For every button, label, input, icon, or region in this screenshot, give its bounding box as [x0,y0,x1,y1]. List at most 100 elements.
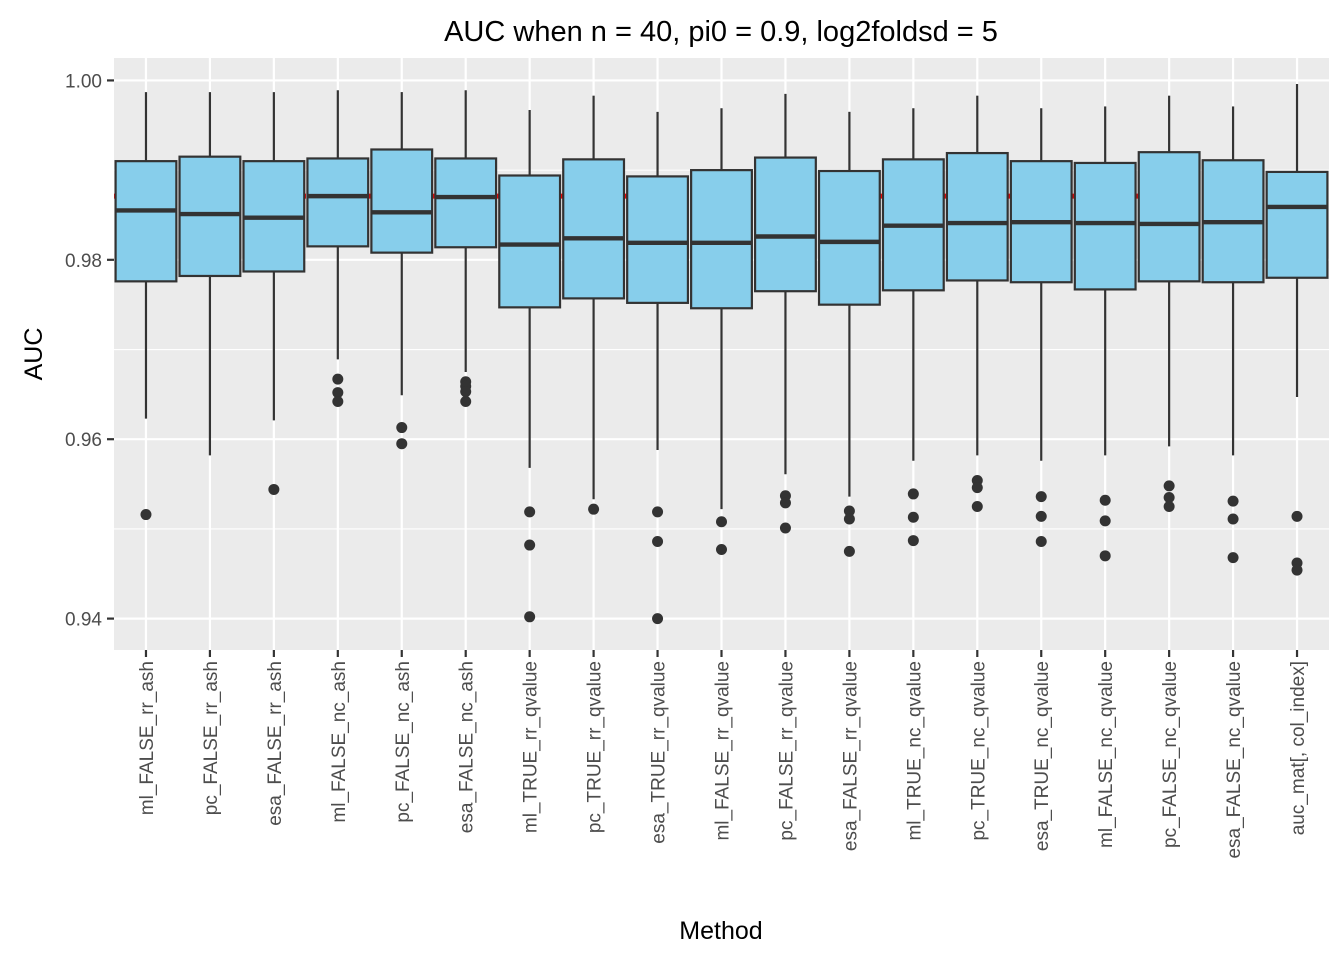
box-ml_FALSE_rr_ash [114,92,178,521]
box-iqr [306,157,370,248]
box-ml_TRUE_nc_qvalue [881,108,945,547]
outlier-point [716,544,727,556]
x-tick-label: ml_FALSE_rr_ash [137,661,158,815]
x-tick-label: esa_TRUE_nc_qvalue [1032,661,1053,851]
outlier-point [1035,535,1047,547]
boxplot-layer [114,84,1329,625]
outlier-point [1291,564,1303,576]
x-tick-label: pc_FALSE_rr_qvalue [776,661,797,841]
outlier-point [907,488,919,500]
y-tick-label: 0.98 [65,251,102,272]
x-tick-label: esa_FALSE_rr_qvalue [840,661,861,851]
outlier-point [779,522,791,534]
box-pc_FALSE_nc_ash [370,92,434,450]
outlier-point [652,535,664,547]
y-axis: 0.94 0.96 0.98 1.00 [65,71,114,631]
x-tick-label: ml_TRUE_rr_qvalue [521,661,542,833]
x-tick-label: auc_mat[, col_index] [1288,661,1309,835]
box-iqr [562,158,626,300]
box-iqr [370,148,434,254]
outlier-point [460,396,472,408]
box-ml_FALSE_nc_ash [306,90,370,408]
x-tick-label: pc_FALSE_nc_qvalue [1160,661,1181,848]
box-pc_FALSE_nc_qvalue [1137,95,1201,512]
x-tick-label: ml_FALSE_nc_ash [329,661,350,823]
y-tick-label: 0.96 [65,430,102,451]
x-tick-label: ml_TRUE_nc_qvalue [904,661,925,841]
outlier-point [396,438,408,450]
box-esa_TRUE_rr_qvalue [626,111,690,625]
x-tick-label: esa_FALSE_rr_ash [265,661,286,826]
box-iqr [498,174,562,309]
box-iqr [626,175,690,304]
outlier-point [907,535,919,547]
outlier-point [907,511,919,523]
outlier-point [716,516,727,528]
outlier-point [268,483,280,495]
outlier-point [1291,510,1303,522]
y-tick-label: 0.94 [65,610,102,631]
outlier-point [332,373,344,385]
x-tick-label: pc_TRUE_nc_qvalue [968,661,989,841]
outlier-point [460,386,472,398]
outlier-point [1227,513,1239,525]
x-tick-label: pc_FALSE_rr_ash [201,661,222,815]
box-pc_FALSE_rr_qvalue [753,93,817,534]
box-iqr [817,169,881,306]
box-pc_FALSE_rr_ash [178,92,242,456]
outlier-point [652,506,664,518]
x-tick-label: esa_FALSE_nc_ash [457,661,478,833]
box-iqr [945,151,1009,282]
box-iqr [753,156,817,293]
outlier-point [1035,491,1047,503]
box-iqr [434,157,498,249]
x-tick-label: ml_FALSE_rr_qvalue [713,661,734,841]
outlier-point [1099,494,1111,506]
box-iqr [1137,151,1201,283]
box-esa_FALSE_rr_qvalue [817,111,881,557]
x-axis: ml_FALSE_rr_ash pc_FALSE_rr_ash esa_FALSE_… [137,650,1309,859]
outlier-point [652,613,664,625]
x-axis-title: Method [679,917,762,945]
box-iqr [178,155,242,278]
y-axis-title: AUC [20,328,48,381]
outlier-point [1035,510,1047,522]
box-iqr [1265,170,1329,279]
x-tick-label: pc_TRUE_rr_qvalue [585,661,606,833]
outlier-point [1163,480,1175,492]
y-tick-label: 1.00 [65,71,102,92]
outlier-point [588,503,600,515]
outlier-point [332,387,344,399]
outlier-point [1163,500,1175,512]
outlier-point [1227,552,1239,564]
box-esa_FALSE_nc_ash [434,90,498,408]
box-esa_FALSE_nc_qvalue [1201,106,1265,564]
outlier-point [779,497,791,509]
outlier-point [1099,515,1111,527]
box-esa_TRUE_nc_qvalue [1009,108,1073,547]
box-esa_FALSE_rr_ash [242,92,306,495]
outlier-point [332,396,344,408]
x-tick-label: esa_FALSE_nc_qvalue [1224,661,1245,859]
outlier-point [396,422,408,434]
outlier-point [971,500,983,512]
box-iqr [690,169,753,310]
x-tick-label: pc_FALSE_nc_ash [393,661,414,823]
outlier-point [1163,492,1175,504]
outlier-point [140,509,152,521]
box-ml_FALSE_nc_qvalue [1073,106,1137,562]
box-ml_TRUE_rr_qvalue [498,110,562,623]
x-tick-label: ml_FALSE_nc_qvalue [1096,661,1117,848]
chart-title: AUC when n = 40, pi0 = 0.9, log2foldsd =… [444,16,998,48]
box-iqr [114,160,178,283]
outlier-point [1227,495,1239,507]
outlier-point [1099,550,1111,562]
outlier-point [524,611,536,623]
outlier-point [524,506,536,518]
outlier-point [524,539,536,551]
box-auc_mat[, col_index] [1265,84,1329,576]
outlier-point [843,545,855,557]
box-ml_FALSE_rr_qvalue [690,108,753,556]
box-pc_TRUE_rr_qvalue [562,95,626,515]
